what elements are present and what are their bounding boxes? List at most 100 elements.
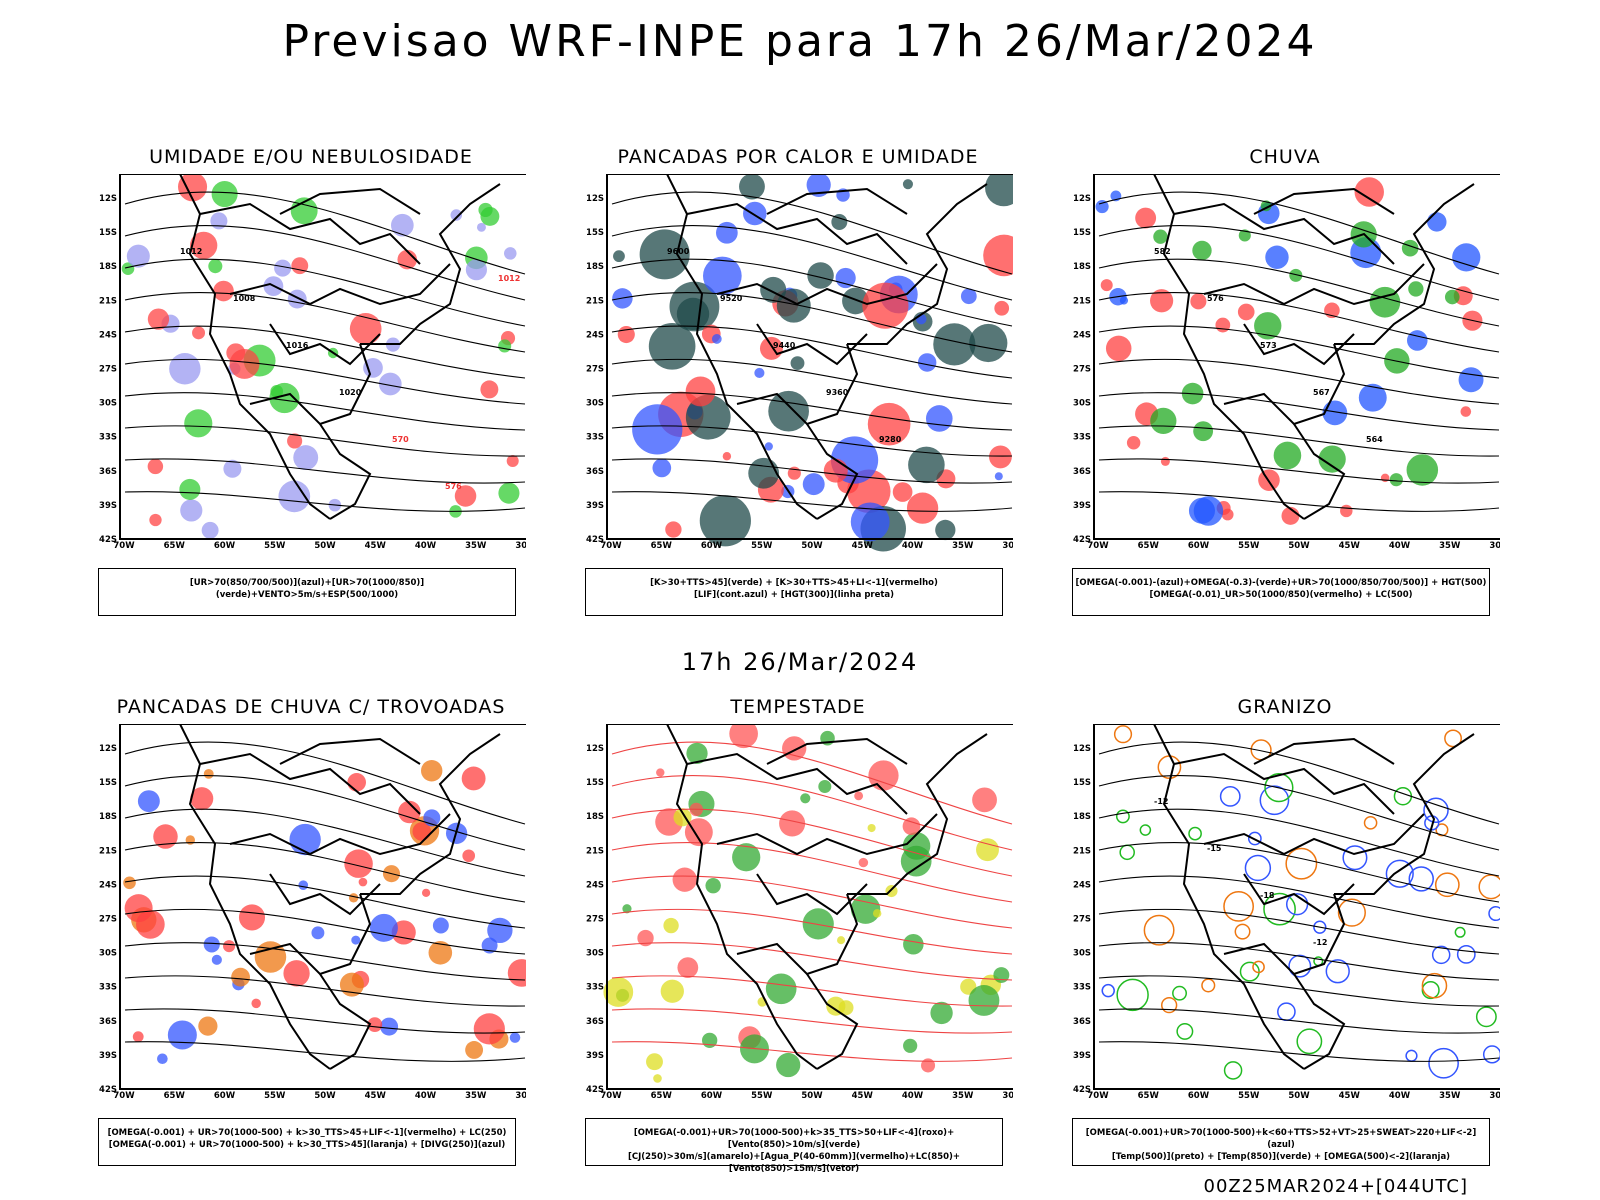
lon-tick-label: 35W	[952, 541, 974, 551]
isoline	[124, 258, 526, 327]
lat-tick-label: 24S	[99, 880, 117, 890]
shading-blob	[1259, 785, 1290, 816]
isoline	[1098, 975, 1500, 1007]
contour-label: 1020	[339, 388, 362, 397]
country-borders	[666, 724, 988, 1070]
shading-blob	[935, 519, 956, 541]
lat-tick-label: 39S	[99, 1051, 117, 1061]
border-line	[1243, 873, 1355, 916]
shading-blob	[169, 353, 201, 385]
isoline	[611, 291, 1013, 353]
shading-blob	[983, 234, 1013, 277]
border-line	[1223, 893, 1346, 976]
shading-blob	[123, 876, 136, 890]
shading-blob	[147, 458, 164, 475]
isoline	[1098, 1041, 1500, 1062]
panel-legend: [OMEGA(-0.001)-(azul)+OMEGA(-0.3)-(verde…	[1072, 568, 1490, 616]
map-pancadas-calor: 9600 9520 9440 9360 9280 12S 15S 18S 21S 24S 27S 30…	[586, 174, 1013, 552]
shading-blob	[660, 979, 684, 1003]
legend-line-2: [Temp(500)](preto) + [Temp(850)](verde) …	[1111, 1152, 1451, 1162]
shading-blob	[960, 288, 977, 305]
country-borders	[179, 174, 501, 520]
shading-blob	[126, 244, 150, 268]
shading-blob	[1126, 436, 1141, 450]
border-line	[179, 174, 331, 520]
border-line	[249, 343, 372, 426]
shading-blob	[711, 334, 722, 344]
page-title: Previsao WRF-INPE para 17h 26/Mar/2024	[282, 16, 1318, 67]
isoline	[124, 775, 526, 851]
shading-blob	[454, 485, 477, 507]
shading-blob	[862, 282, 909, 329]
border-line	[1253, 737, 1395, 765]
shading-blob	[663, 917, 679, 934]
shading-blob	[677, 957, 699, 978]
lon-tick-label: 55W	[1238, 1091, 1260, 1101]
shading-blob	[223, 940, 236, 953]
shading-blob	[1161, 996, 1178, 1014]
lat-tick-label: 42S	[1073, 1085, 1091, 1095]
lat-tick-label: 15S	[1073, 778, 1091, 788]
isoline	[124, 358, 526, 405]
lat-tick-label: 27S	[1073, 915, 1091, 925]
isoline	[611, 1008, 1013, 1034]
shading-blob	[838, 1000, 854, 1016]
shading-blob	[498, 482, 520, 504]
border-line	[1334, 183, 1475, 345]
panel-title: UMIDADE E/OU NEBULOSIDADE	[149, 146, 473, 168]
shading-blob	[802, 908, 834, 940]
shading-blob	[765, 973, 797, 1005]
shading-blob	[1143, 914, 1175, 946]
shading-blob	[1095, 200, 1109, 214]
lat-tick-label: 27S	[586, 365, 604, 375]
country-borders	[1153, 724, 1475, 1070]
shading-blob	[1190, 293, 1207, 310]
isoline	[124, 392, 526, 431]
border-line	[736, 343, 859, 426]
isoline	[124, 325, 526, 379]
shading-blob	[1423, 797, 1449, 824]
lon-tick-label: 40W	[415, 1091, 437, 1101]
shading-blob	[1172, 985, 1187, 1001]
border-line	[806, 423, 859, 520]
country-borders	[666, 174, 988, 520]
shading-blob	[613, 250, 625, 263]
shading-blob	[136, 910, 165, 939]
lat-tick-label: 33S	[586, 433, 604, 443]
lat-tick-label: 33S	[586, 983, 604, 993]
contour-label: 9600	[667, 247, 690, 256]
lon-tick-label: 30W	[1489, 1091, 1500, 1101]
shading-blob	[1478, 874, 1500, 900]
shading-blob	[278, 480, 311, 513]
shading-blob	[872, 909, 882, 918]
map-plot: 9600 9520 9440 9360 9280 12S 15S 18S 21S 24S 27S 30…	[586, 174, 1013, 552]
shading-blob	[157, 1053, 168, 1065]
lon-tick-label: 35W	[1439, 1091, 1461, 1101]
lon-tick-label: 65W	[1138, 541, 1160, 551]
isoline	[1098, 225, 1500, 301]
lat-tick-label: 30S	[586, 949, 604, 959]
contour-label: 1016	[286, 341, 309, 350]
lon-tick-label: 65W	[164, 1091, 186, 1101]
isoline	[124, 225, 526, 301]
shading-blob	[652, 458, 672, 478]
isoline	[124, 191, 526, 275]
shading-blob	[976, 838, 999, 862]
contour-label: 570	[392, 435, 409, 444]
map-shading	[603, 724, 1010, 1083]
shading-blob	[1263, 892, 1296, 926]
isoline	[611, 942, 1013, 981]
lon-tick-label: 50W	[1288, 1091, 1310, 1101]
lat-tick-label: 24S	[99, 330, 117, 340]
shading-blob	[1119, 844, 1135, 861]
lat-tick-label: 39S	[586, 1051, 604, 1061]
isoline	[1098, 875, 1500, 929]
lon-tick-label: 40W	[902, 1091, 924, 1101]
shading-blob	[968, 985, 1000, 1016]
contour-label: -12	[1313, 938, 1327, 947]
model-run-label: 00Z25MAR2024+[044UTC]	[1203, 1176, 1468, 1197]
border-line	[269, 873, 381, 916]
isoline	[1098, 358, 1500, 405]
isoline	[124, 942, 526, 981]
shading-blob	[1157, 755, 1182, 780]
